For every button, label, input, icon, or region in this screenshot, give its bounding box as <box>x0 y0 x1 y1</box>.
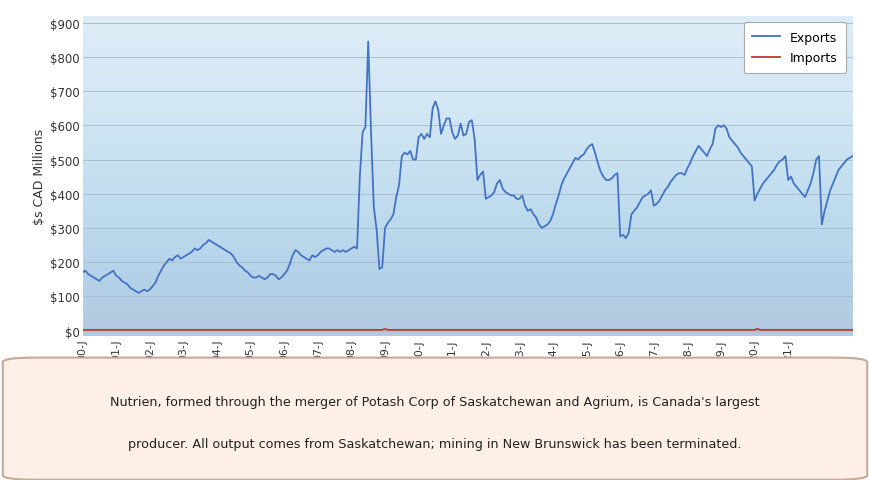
Exports <box>77 270 88 276</box>
Line: Exports: Exports <box>83 42 852 293</box>
FancyBboxPatch shape <box>3 358 866 480</box>
Exports <box>846 154 857 160</box>
Text: Nutrien, formed through the merger of Potash Corp of Saskatchewan and Agrium, is: Nutrien, formed through the merger of Po… <box>110 396 759 408</box>
Exports <box>181 253 191 259</box>
Imports <box>380 326 390 332</box>
Imports <box>362 327 373 333</box>
Imports <box>480 327 490 333</box>
Exports <box>368 205 379 211</box>
Y-axis label: $s CAD Millions: $s CAD Millions <box>33 129 46 224</box>
Imports <box>472 327 482 333</box>
Exports <box>133 290 143 296</box>
Imports <box>614 327 625 333</box>
Exports <box>541 222 552 228</box>
Imports <box>77 327 88 333</box>
Exports <box>483 195 494 201</box>
Imports <box>846 327 857 333</box>
Exports <box>474 173 485 179</box>
X-axis label: Year & Month: Year & Month <box>414 366 521 380</box>
Imports <box>178 327 189 333</box>
Legend: Exports, Imports: Exports, Imports <box>743 23 846 74</box>
Line: Imports: Imports <box>83 329 852 330</box>
Text: producer. All output comes from Saskatchewan; mining in New Brunswick has been t: producer. All output comes from Saskatch… <box>128 437 741 450</box>
Exports <box>617 232 627 238</box>
Exports <box>362 39 373 45</box>
Imports <box>539 327 549 333</box>
